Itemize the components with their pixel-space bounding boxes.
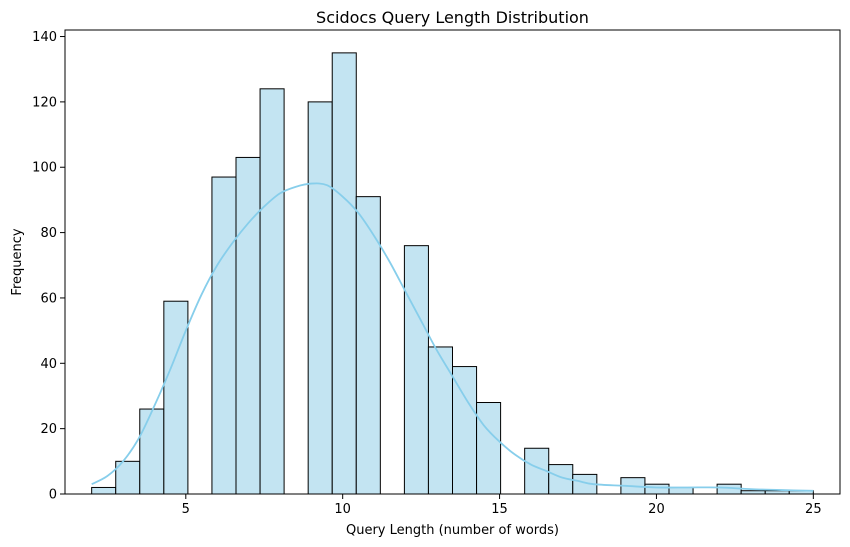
x-axis-ticks: 5 10 15 20 25 bbox=[182, 494, 822, 517]
x-tick-label: 20 bbox=[648, 502, 665, 517]
histogram-bar bbox=[259, 88, 285, 495]
y-tick-label: 100 bbox=[32, 161, 57, 176]
x-tick-label: 25 bbox=[805, 502, 822, 517]
histogram-bar bbox=[235, 156, 261, 495]
x-tick-label: 5 bbox=[182, 502, 190, 517]
x-tick-label: 10 bbox=[334, 502, 351, 517]
plot-frame bbox=[64, 29, 841, 495]
y-tick-label: 120 bbox=[32, 95, 57, 110]
histogram-bar bbox=[307, 101, 333, 495]
y-tick-label: 80 bbox=[40, 226, 57, 241]
x-tick-label: 15 bbox=[491, 502, 508, 517]
histogram-bar bbox=[644, 483, 670, 495]
y-axis-label: Frequency bbox=[10, 228, 25, 295]
histogram-bar bbox=[211, 176, 237, 495]
histogram-bar bbox=[115, 460, 141, 495]
kde-curve bbox=[91, 182, 814, 492]
y-tick-label: 20 bbox=[40, 422, 57, 437]
histogram-bar bbox=[163, 300, 189, 495]
histogram-bars bbox=[91, 52, 814, 495]
histogram-bar bbox=[331, 52, 357, 495]
histogram-bar bbox=[139, 408, 165, 495]
y-axis-ticks: 0 20 40 60 80 100 120 140 bbox=[32, 30, 65, 503]
histogram-bar bbox=[452, 366, 478, 495]
y-tick-label: 40 bbox=[40, 357, 57, 372]
histogram-bar bbox=[91, 486, 117, 495]
y-tick-label: 140 bbox=[32, 30, 57, 45]
chart-title: Scidocs Query Length Distribution bbox=[316, 8, 589, 27]
histogram-bar bbox=[403, 245, 429, 495]
histogram-bar bbox=[355, 196, 381, 495]
x-axis-label: Query Length (number of words) bbox=[346, 523, 559, 538]
histogram-bar bbox=[476, 402, 502, 495]
y-tick-label: 60 bbox=[40, 291, 57, 306]
y-tick-label: 0 bbox=[49, 488, 57, 503]
